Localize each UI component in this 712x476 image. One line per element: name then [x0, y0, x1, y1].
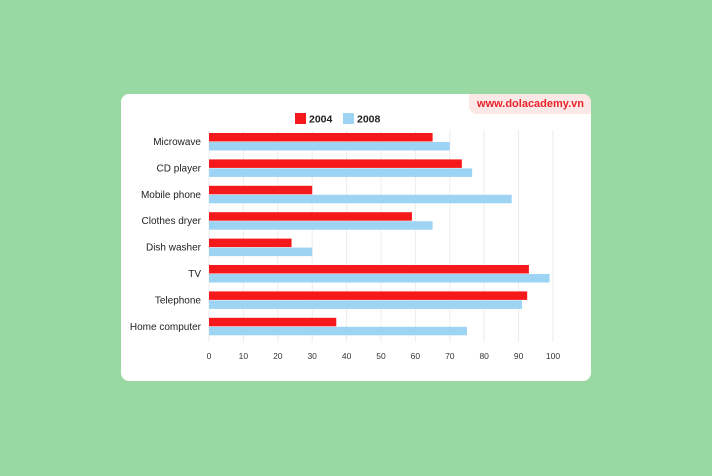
watermark-label: www.dolacademy.vn [469, 94, 591, 114]
bar-2004 [209, 133, 433, 142]
bar-2008 [209, 300, 523, 309]
bar-2004 [209, 317, 337, 327]
category-label: Mobile phone [141, 190, 201, 201]
category-label: Dish washer [146, 243, 202, 254]
x-tick-label: 30 [307, 351, 317, 361]
x-tick-label: 70 [445, 351, 455, 361]
category-label: Home computer [130, 322, 202, 333]
x-tick-label: 80 [479, 351, 489, 361]
bar-2008 [209, 221, 433, 230]
bar-2004 [209, 185, 313, 195]
x-tick-label: 100 [546, 351, 560, 361]
category-label: CD player [157, 163, 202, 174]
bar-2008 [209, 194, 512, 204]
bar-2008 [209, 168, 473, 177]
legend-swatch-2008 [343, 113, 354, 124]
x-tick-label: 20 [273, 351, 283, 361]
x-tick-label: 60 [411, 351, 421, 361]
legend-swatch-2004 [295, 113, 306, 124]
bar-2004 [209, 265, 529, 274]
x-tick-label: 90 [514, 351, 524, 361]
bar-2004 [209, 291, 528, 300]
x-tick-label: 50 [376, 351, 386, 361]
bar-2008 [209, 326, 467, 336]
bar-2008 [209, 247, 313, 257]
x-tick-label: 0 [207, 351, 212, 361]
category-label: Microwave [153, 137, 201, 148]
category-label: TV [188, 269, 201, 280]
category-label: Clothes dryer [142, 216, 202, 227]
bar-2008 [209, 274, 550, 283]
bar-2004 [209, 212, 412, 221]
bar-2004 [209, 159, 462, 168]
x-tick-label: 10 [239, 351, 249, 361]
bar-2004 [209, 238, 292, 248]
x-tick-label: 40 [342, 351, 352, 361]
bar-2008 [209, 142, 450, 151]
legend-label: 2008 [357, 114, 381, 126]
legend-label: 2004 [309, 114, 333, 126]
category-label: Telephone [155, 295, 202, 306]
